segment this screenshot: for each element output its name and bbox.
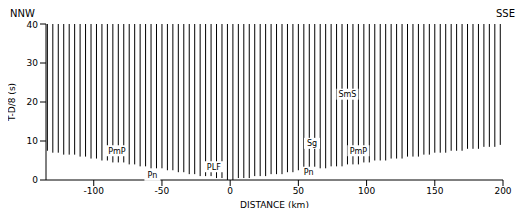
svg-text:150: 150	[426, 186, 443, 196]
svg-text:SmS: SmS	[339, 90, 357, 99]
svg-text:PmP: PmP	[108, 147, 126, 156]
svg-text:30: 30	[27, 58, 39, 68]
svg-text:20: 20	[27, 97, 39, 107]
svg-text:10: 10	[27, 136, 39, 146]
html-text:NNW: NNW	[10, 8, 35, 19]
svg-text:Pn: Pn	[304, 168, 314, 177]
svg-text:T-D/8 (s): T-D/8 (s)	[8, 83, 17, 122]
svg-text:100: 100	[358, 186, 375, 196]
svg-text:Sg: Sg	[307, 139, 317, 148]
svg-text:40: 40	[27, 20, 39, 30]
svg-text:-50: -50	[155, 186, 170, 196]
svg-text:Pn: Pn	[148, 171, 158, 180]
svg-text:PmP: PmP	[350, 147, 368, 156]
svg-text:0: 0	[227, 186, 233, 196]
svg-text:0: 0	[32, 175, 38, 185]
svg-text:-100: -100	[84, 186, 105, 196]
svg-text:200: 200	[494, 186, 511, 196]
svg-text:PLF: PLF	[207, 163, 221, 172]
svg-text:50: 50	[293, 186, 305, 196]
svg-text:DISTANCE (km): DISTANCE (km)	[240, 200, 309, 208]
html-text:SSE: SSE	[496, 8, 515, 19]
